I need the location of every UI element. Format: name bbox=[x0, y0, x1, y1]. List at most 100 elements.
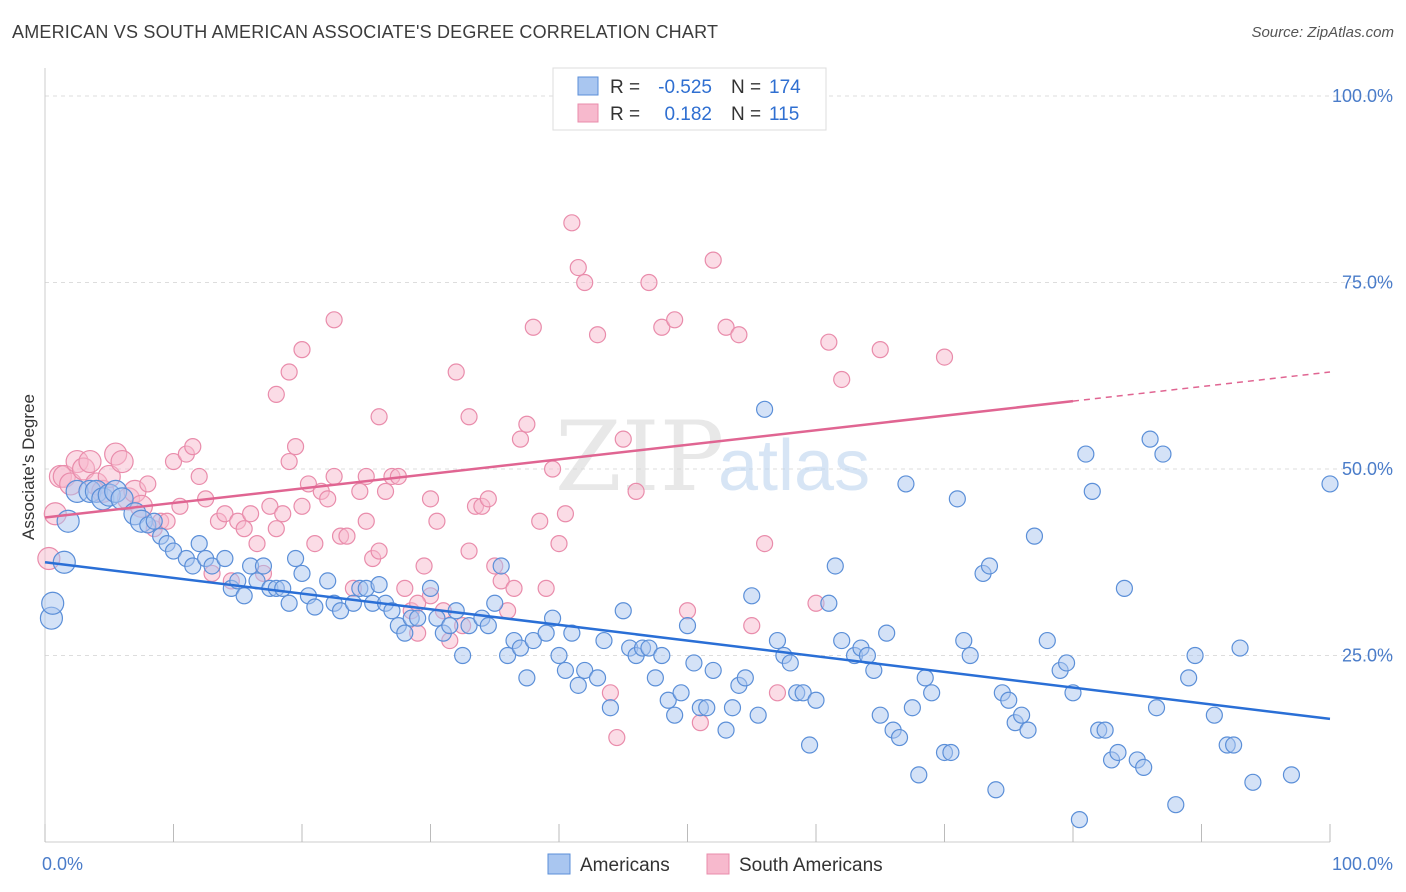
americans-point-94 bbox=[723, 699, 742, 717]
legend-r-label-1: R = bbox=[610, 77, 640, 98]
americans-point-1 bbox=[41, 591, 65, 615]
south-americans-point-78 bbox=[537, 579, 555, 597]
americans-point-142 bbox=[1077, 445, 1095, 463]
americans-point-85 bbox=[659, 691, 677, 709]
americans-point-100 bbox=[768, 631, 787, 650]
south-americans-point-95 bbox=[704, 251, 722, 269]
americans-point-114 bbox=[871, 706, 889, 724]
south-americans-point-99 bbox=[755, 534, 774, 553]
x-tick-label-1: 100.0% bbox=[1332, 854, 1393, 874]
americans-point-55 bbox=[441, 617, 459, 635]
americans-point-139 bbox=[1057, 654, 1076, 672]
americans-point-65 bbox=[511, 639, 530, 657]
americans-point-68 bbox=[537, 624, 555, 642]
south-americans-point-7 bbox=[78, 449, 102, 474]
south-americans-point-31 bbox=[235, 520, 253, 538]
south-americans-point-102 bbox=[820, 333, 838, 351]
americans-point-76 bbox=[595, 631, 613, 650]
americans-point-107 bbox=[820, 594, 838, 612]
south-americans-point-38 bbox=[280, 452, 298, 471]
south-americans-point-73 bbox=[505, 579, 523, 597]
south-americans-point-32 bbox=[242, 505, 260, 523]
americans-point-82 bbox=[640, 639, 658, 657]
americans-point-52 bbox=[421, 579, 440, 597]
south-americans-trend-line bbox=[44, 399, 1074, 519]
south-americans-point-90 bbox=[640, 273, 658, 292]
americans-point-89 bbox=[685, 654, 703, 672]
americans-point-17 bbox=[164, 542, 183, 560]
americans-point-163 bbox=[1321, 475, 1339, 493]
south-americans-point-98 bbox=[743, 617, 761, 635]
south-americans-point-105 bbox=[935, 348, 954, 366]
south-americans-point-93 bbox=[678, 602, 697, 620]
americans-point-98 bbox=[749, 706, 767, 724]
americans-point-120 bbox=[910, 766, 928, 784]
south-americans-point-114 bbox=[370, 408, 388, 426]
south-americans-point-42 bbox=[306, 534, 324, 553]
americans-trend-line bbox=[44, 561, 1331, 721]
y-tick-label-3: 100.0% bbox=[1332, 86, 1393, 106]
watermark: ZIP atlas bbox=[555, 401, 870, 513]
americans-point-83 bbox=[646, 669, 664, 687]
south-americans-point-77 bbox=[531, 512, 549, 530]
americans-point-72 bbox=[563, 624, 581, 642]
americans-point-45 bbox=[370, 576, 388, 594]
south-americans-point-85 bbox=[588, 326, 607, 344]
americans-point-151 bbox=[1141, 430, 1159, 448]
source-label: Source: ZipAtlas.com bbox=[1251, 24, 1394, 41]
americans-point-86 bbox=[666, 706, 684, 724]
south-americans-point-87 bbox=[608, 728, 626, 747]
south-americans-point-76 bbox=[524, 318, 542, 336]
americans-point-34 bbox=[286, 549, 305, 568]
americans-point-47 bbox=[383, 602, 401, 620]
americans-point-32 bbox=[274, 579, 292, 597]
americans-point-134 bbox=[1012, 706, 1031, 724]
americans-point-154 bbox=[1167, 796, 1185, 814]
south-americans-point-35 bbox=[261, 497, 279, 515]
americans-point-132 bbox=[1000, 691, 1018, 709]
americans-point-157 bbox=[1205, 706, 1223, 724]
legend-n-label-1: N = bbox=[731, 77, 761, 98]
americans-point-20 bbox=[190, 534, 208, 553]
americans-point-88 bbox=[678, 617, 697, 635]
south-americans-point-109 bbox=[267, 385, 285, 403]
south-americans-point-47 bbox=[338, 527, 356, 545]
americans-point-156 bbox=[1186, 646, 1204, 665]
south-americans-point-79 bbox=[543, 460, 562, 478]
americans-point-60 bbox=[479, 617, 497, 635]
south-americans-point-28 bbox=[216, 505, 234, 523]
americans-point-143 bbox=[1083, 482, 1101, 500]
americans-point-137 bbox=[1038, 631, 1056, 650]
south-americans-point-107 bbox=[280, 363, 298, 381]
americans-point-61 bbox=[486, 594, 504, 612]
americans-point-118 bbox=[897, 475, 915, 493]
legend-r-label-2: R = bbox=[610, 104, 640, 125]
south-americans-point-84 bbox=[576, 273, 594, 292]
americans-point-84 bbox=[653, 646, 671, 665]
south-americans-point-24 bbox=[190, 467, 208, 486]
y-tick-label-1: 50.0% bbox=[1342, 459, 1393, 479]
americans-point-63 bbox=[499, 646, 517, 665]
americans-point-58 bbox=[460, 617, 478, 635]
americans-point-37 bbox=[306, 598, 324, 616]
americans-point-49 bbox=[396, 624, 414, 642]
x-tick-label-0: 0.0% bbox=[42, 854, 83, 874]
americans-point-40 bbox=[331, 602, 350, 620]
legend-swatch-americans bbox=[577, 76, 599, 96]
south-americans-point-74 bbox=[511, 430, 530, 448]
americans-point-2 bbox=[52, 550, 76, 574]
south-americans-point-52 bbox=[370, 542, 388, 560]
south-americans-point-12 bbox=[110, 449, 134, 474]
bottom-legend: Americans South Americans bbox=[547, 853, 883, 876]
americans-point-51 bbox=[409, 609, 427, 627]
south-americans-point-94 bbox=[691, 714, 709, 732]
americans-point-121 bbox=[916, 669, 934, 687]
y-tick-label-0: 25.0% bbox=[1342, 646, 1393, 666]
americans-point-115 bbox=[878, 624, 896, 642]
grid bbox=[45, 95, 1392, 656]
americans-points bbox=[39, 400, 1339, 829]
south-americans-point-100 bbox=[768, 684, 787, 702]
americans-point-136 bbox=[1025, 527, 1044, 545]
legend-n-label-2: N = bbox=[731, 104, 761, 125]
